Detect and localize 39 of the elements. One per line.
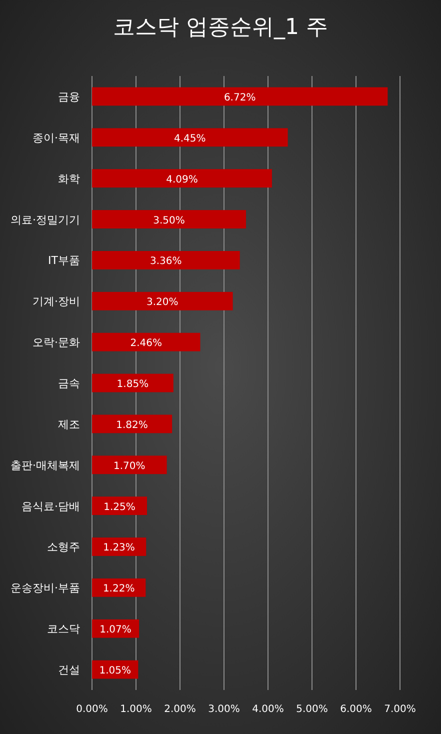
- x-tick-label: 7.00%: [384, 704, 416, 715]
- data-label: 4.45%: [174, 133, 206, 144]
- x-tick-label: 2.00%: [164, 704, 196, 715]
- y-tick-label: 화학: [58, 172, 80, 186]
- y-tick-label: 오락·문화: [32, 336, 80, 350]
- data-label: 2.46%: [130, 338, 162, 350]
- y-tick-label: 금속: [58, 377, 80, 390]
- data-label: 1.05%: [99, 666, 131, 677]
- data-label: 1.22%: [102, 584, 135, 595]
- y-tick-label: 종이·목재: [32, 131, 80, 144]
- x-tick-label: 1.00%: [120, 704, 152, 715]
- data-label: 3.36%: [150, 256, 182, 268]
- y-tick-label: 코스닥: [47, 622, 80, 636]
- data-label: 4.09%: [166, 174, 198, 186]
- x-tick-label: 4.00%: [252, 704, 284, 715]
- data-label: 1.07%: [100, 624, 132, 636]
- y-tick-label: 음식료·담배: [22, 500, 80, 513]
- y-tick-label: 제조: [58, 418, 80, 431]
- y-tick-label: 의료·정밀기기: [10, 213, 80, 226]
- data-label: 1.70%: [114, 460, 146, 472]
- y-tick-label: 운송장비·부품: [10, 582, 80, 595]
- y-tick-label: 금융: [58, 90, 80, 104]
- data-label: 3.20%: [146, 297, 178, 308]
- y-tick-label: 건설: [58, 664, 80, 677]
- y-tick-label: 출판·매체복제: [10, 458, 80, 472]
- x-tick-label: 3.00%: [208, 704, 240, 715]
- x-tick-label: 6.00%: [340, 704, 372, 715]
- y-tick-label: IT부품: [48, 254, 80, 268]
- y-tick-label: 소형주: [47, 540, 80, 554]
- x-tick-label: 5.00%: [296, 704, 328, 715]
- chart-title: 코스닥 업종순위_1 주: [113, 15, 328, 40]
- y-tick-label: 기계·장비: [32, 295, 80, 308]
- data-label: 6.72%: [224, 92, 256, 104]
- data-label: 1.85%: [116, 379, 149, 390]
- data-label: 1.82%: [116, 420, 148, 431]
- x-tick-label: 0.00%: [76, 704, 108, 715]
- data-label: 1.25%: [104, 502, 136, 513]
- data-label: 1.23%: [103, 542, 135, 554]
- data-label: 3.50%: [153, 215, 185, 226]
